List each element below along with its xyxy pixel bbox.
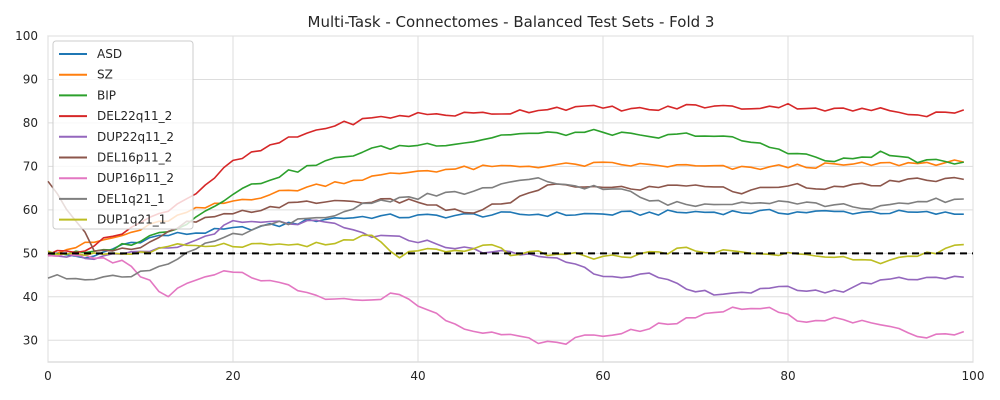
series-line-sz — [47, 159, 964, 257]
y-tick-label: 60 — [23, 203, 38, 217]
y-tick-label: 70 — [23, 159, 38, 173]
legend-label: DEL22q11_2 — [97, 109, 172, 123]
series-group — [47, 102, 965, 345]
series-line-dup16p11-2 — [47, 252, 965, 345]
y-tick-label: 50 — [23, 246, 38, 260]
legend-label: DUP16p11_2 — [97, 171, 174, 185]
x-tick-label: 40 — [410, 369, 425, 383]
x-tick-label: 0 — [44, 369, 52, 383]
series-line-del22q11-2 — [47, 102, 965, 256]
plot-area — [47, 35, 974, 363]
x-tick-label: 100 — [962, 369, 985, 383]
x-tick-label: 60 — [595, 369, 610, 383]
legend-label: DUP22q11_2 — [97, 130, 174, 144]
legend-label: DUP1q21_1 — [97, 213, 166, 227]
y-tick-label: 80 — [23, 116, 38, 130]
axis-ticks: 0 20 40 60 80 100 30 40 50 60 70 80 90 100 — [15, 29, 984, 383]
series-line-dup1q21-1 — [47, 234, 964, 265]
x-tick-label: 80 — [780, 369, 795, 383]
y-tick-label: 30 — [23, 333, 38, 347]
series-line-bip — [47, 128, 964, 256]
legend-label: ASD — [97, 47, 122, 61]
series-line-asd — [47, 208, 964, 259]
legend-label: SZ — [97, 68, 113, 82]
y-tick-label: 90 — [23, 72, 38, 86]
series-line-del16p11-2 — [47, 176, 964, 252]
y-tick-label: 100 — [15, 29, 38, 43]
chart-title: Multi-Task - Connectomes - Balanced Test… — [308, 13, 715, 31]
legend-box — [52, 40, 194, 230]
legend: ASD SZ BIP DEL22q11_2 DUP22q11_2 DEL16p11_2 DU… — [52, 40, 194, 230]
legend-label: DEL1q21_1 — [97, 192, 165, 206]
legend-label: DEL16p11_2 — [97, 151, 172, 165]
legend-label: BIP — [97, 88, 116, 102]
x-tick-label: 20 — [225, 369, 240, 383]
y-tick-label: 40 — [23, 290, 38, 304]
